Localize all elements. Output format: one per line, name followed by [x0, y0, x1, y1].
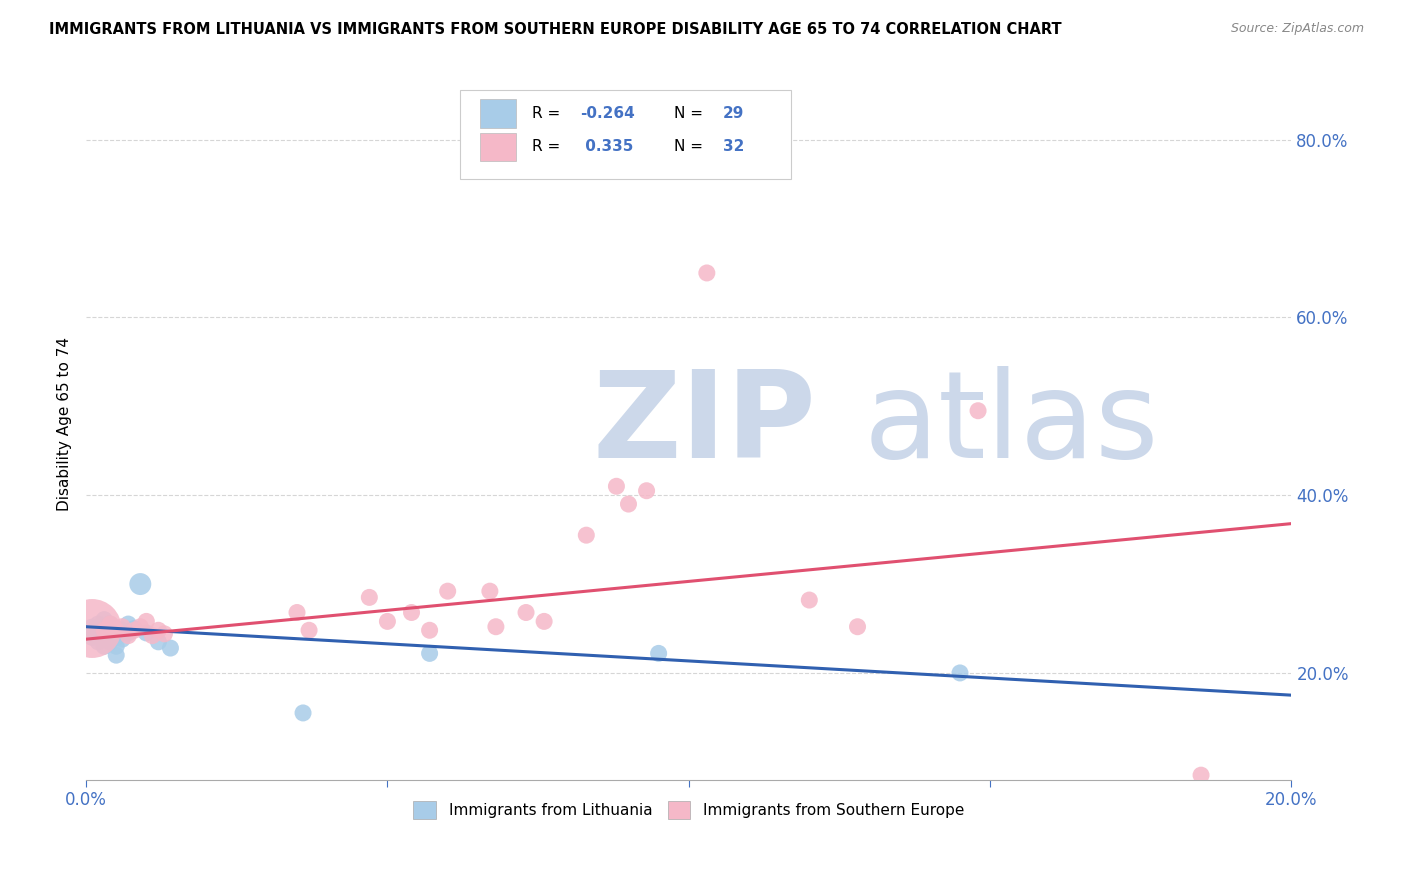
- Point: [617, 497, 640, 511]
- Point: [98, 617, 121, 632]
- Point: [949, 665, 972, 680]
- Point: [1189, 768, 1212, 782]
- Point: [124, 624, 146, 638]
- Point: [153, 627, 176, 641]
- Y-axis label: Disability Age 65 to 74: Disability Age 65 to 74: [58, 337, 72, 511]
- Point: [98, 617, 121, 632]
- Point: [98, 626, 121, 640]
- Point: [846, 620, 869, 634]
- Point: [967, 403, 990, 417]
- Text: N =: N =: [675, 106, 709, 120]
- Point: [159, 641, 181, 656]
- Point: [141, 629, 163, 643]
- Point: [148, 624, 170, 638]
- Text: Source: ZipAtlas.com: Source: ZipAtlas.com: [1230, 22, 1364, 36]
- Text: 0.335: 0.335: [581, 139, 634, 154]
- Text: ZIP: ZIP: [592, 366, 815, 483]
- Point: [87, 635, 110, 649]
- Point: [135, 626, 157, 640]
- Text: R =: R =: [531, 139, 565, 154]
- Point: [135, 615, 157, 629]
- Point: [292, 706, 315, 720]
- Point: [647, 646, 669, 660]
- Point: [111, 624, 134, 638]
- Point: [93, 631, 115, 645]
- Point: [696, 266, 718, 280]
- Point: [82, 622, 104, 636]
- Point: [401, 606, 423, 620]
- Point: [111, 632, 134, 647]
- Point: [117, 626, 139, 640]
- Text: IMMIGRANTS FROM LITHUANIA VS IMMIGRANTS FROM SOUTHERN EUROPE DISABILITY AGE 65 T: IMMIGRANTS FROM LITHUANIA VS IMMIGRANTS …: [49, 22, 1062, 37]
- Point: [82, 631, 104, 645]
- Text: R =: R =: [531, 106, 565, 120]
- Point: [485, 620, 508, 634]
- Text: 29: 29: [723, 106, 744, 120]
- FancyBboxPatch shape: [460, 90, 792, 178]
- Point: [111, 620, 134, 634]
- Point: [93, 640, 115, 654]
- Point: [93, 613, 115, 627]
- Point: [605, 479, 627, 493]
- Point: [533, 615, 555, 629]
- Point: [105, 631, 128, 645]
- Text: 32: 32: [723, 139, 744, 154]
- Point: [117, 629, 139, 643]
- Point: [359, 591, 381, 605]
- Point: [93, 622, 115, 636]
- Point: [419, 646, 441, 660]
- Point: [478, 584, 501, 599]
- Text: atlas: atlas: [863, 366, 1159, 483]
- Point: [419, 624, 441, 638]
- Point: [129, 620, 152, 634]
- Point: [515, 606, 537, 620]
- Text: N =: N =: [675, 139, 709, 154]
- Point: [148, 635, 170, 649]
- Point: [93, 624, 115, 638]
- Point: [377, 615, 399, 629]
- FancyBboxPatch shape: [481, 99, 516, 128]
- Point: [105, 640, 128, 654]
- Point: [285, 606, 308, 620]
- Point: [98, 635, 121, 649]
- Point: [124, 622, 146, 636]
- Point: [575, 528, 598, 542]
- Point: [129, 577, 152, 591]
- Point: [87, 626, 110, 640]
- Point: [87, 617, 110, 632]
- Point: [436, 584, 458, 599]
- Point: [105, 624, 128, 638]
- Point: [799, 593, 821, 607]
- Legend: Immigrants from Lithuania, Immigrants from Southern Europe: Immigrants from Lithuania, Immigrants fr…: [408, 795, 970, 825]
- FancyBboxPatch shape: [481, 133, 516, 161]
- Point: [636, 483, 658, 498]
- Point: [105, 622, 128, 636]
- Point: [298, 624, 321, 638]
- Text: -0.264: -0.264: [581, 106, 636, 120]
- Point: [82, 622, 104, 636]
- Point: [117, 617, 139, 632]
- Point: [105, 648, 128, 662]
